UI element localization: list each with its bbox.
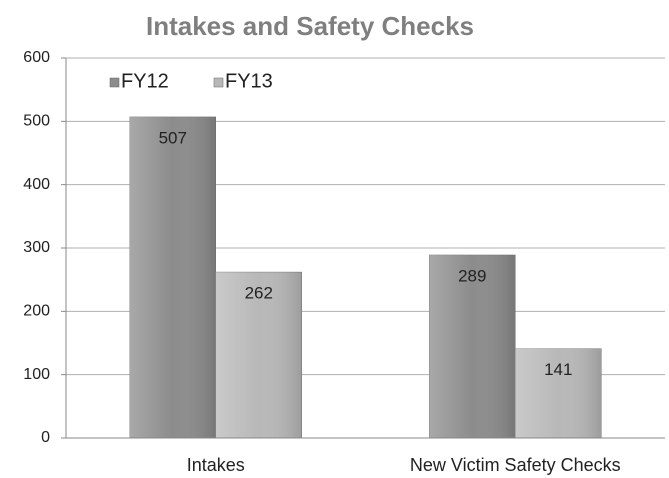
- legend-label: FY12: [121, 70, 169, 92]
- x-tick-label: New Victim Safety Checks: [410, 455, 621, 475]
- data-label: 141: [544, 360, 572, 379]
- y-tick-label: 300: [23, 239, 50, 256]
- y-tick-label: 500: [23, 113, 50, 130]
- bar-shade: [515, 348, 602, 438]
- bar-shade: [429, 254, 516, 438]
- x-tick-label: Intakes: [187, 455, 245, 475]
- legend-swatch: [109, 77, 120, 88]
- chart-title: Intakes and Safety Checks: [146, 11, 474, 41]
- y-tick-label: 200: [23, 303, 50, 320]
- bar-shade: [129, 116, 216, 439]
- bar-shade: [215, 272, 302, 438]
- y-tick-label: 100: [23, 366, 50, 383]
- data-label: 262: [245, 284, 273, 303]
- data-label: 507: [159, 128, 187, 147]
- y-tick-label: 600: [23, 49, 50, 66]
- legend-swatch: [213, 77, 224, 88]
- y-tick-label: 400: [23, 176, 50, 193]
- y-tick-label: 0: [41, 429, 50, 446]
- legend-label: FY13: [225, 70, 273, 92]
- data-label: 289: [458, 266, 486, 285]
